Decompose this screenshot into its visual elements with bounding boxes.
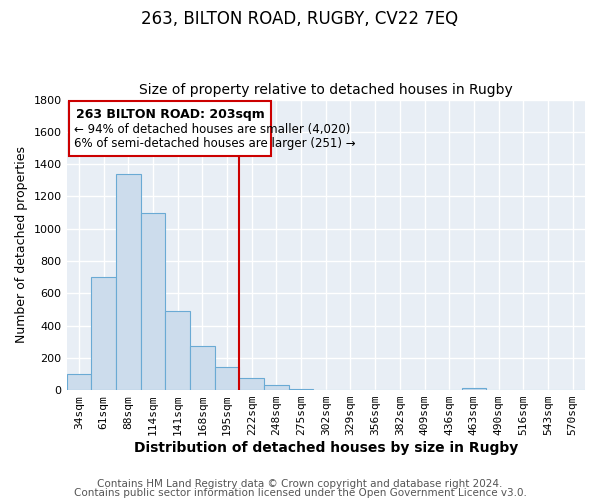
Bar <box>461 388 486 390</box>
Bar <box>91 277 116 390</box>
Bar <box>264 385 289 390</box>
Bar <box>116 174 140 390</box>
Bar <box>239 378 264 390</box>
Bar <box>190 346 215 390</box>
Bar <box>67 374 91 390</box>
Title: Size of property relative to detached houses in Rugby: Size of property relative to detached ho… <box>139 83 512 97</box>
Text: Contains HM Land Registry data © Crown copyright and database right 2024.: Contains HM Land Registry data © Crown c… <box>97 479 503 489</box>
FancyBboxPatch shape <box>69 101 271 156</box>
Text: ← 94% of detached houses are smaller (4,020): ← 94% of detached houses are smaller (4,… <box>74 123 350 136</box>
Bar <box>165 311 190 390</box>
X-axis label: Distribution of detached houses by size in Rugby: Distribution of detached houses by size … <box>134 441 518 455</box>
Bar <box>215 368 239 390</box>
Text: 6% of semi-detached houses are larger (251) →: 6% of semi-detached houses are larger (2… <box>74 138 356 150</box>
Bar <box>140 212 165 390</box>
Text: 263, BILTON ROAD, RUGBY, CV22 7EQ: 263, BILTON ROAD, RUGBY, CV22 7EQ <box>142 10 458 28</box>
Text: Contains public sector information licensed under the Open Government Licence v3: Contains public sector information licen… <box>74 488 526 498</box>
Y-axis label: Number of detached properties: Number of detached properties <box>15 146 28 344</box>
Text: 263 BILTON ROAD: 203sqm: 263 BILTON ROAD: 203sqm <box>76 108 265 122</box>
